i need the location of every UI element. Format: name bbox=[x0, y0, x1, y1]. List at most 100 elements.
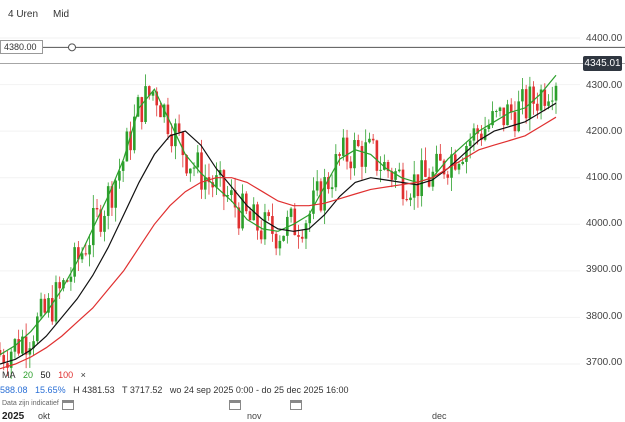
candle bbox=[491, 111, 494, 126]
stat-price: 588.08 bbox=[0, 385, 28, 395]
legend-ma20[interactable]: 20 bbox=[23, 370, 34, 380]
candle bbox=[353, 140, 356, 169]
candle bbox=[166, 104, 170, 135]
candle bbox=[323, 177, 326, 211]
candle bbox=[509, 104, 513, 113]
candle bbox=[58, 282, 62, 289]
ma-legend: MA 20 50 100 × bbox=[2, 370, 91, 380]
y-tick: 4400.00 bbox=[586, 33, 623, 44]
candle bbox=[547, 101, 550, 106]
candle bbox=[230, 190, 233, 196]
candle bbox=[342, 137, 345, 156]
candle bbox=[394, 171, 397, 180]
candle bbox=[554, 85, 558, 101]
price-line-label[interactable]: 4380.00 bbox=[0, 40, 43, 54]
candle bbox=[21, 336, 24, 354]
candle bbox=[215, 175, 218, 188]
candle bbox=[88, 245, 91, 255]
timeframe-mid[interactable]: Mid bbox=[53, 9, 70, 20]
candle bbox=[315, 181, 319, 191]
data-note: Data zijn indicatief bbox=[2, 400, 59, 407]
candle bbox=[371, 138, 375, 141]
candle bbox=[267, 212, 270, 217]
candle bbox=[9, 351, 13, 368]
ma100-line bbox=[0, 116, 557, 370]
candle bbox=[256, 204, 259, 231]
y-tick: 3900.00 bbox=[586, 264, 623, 275]
candle bbox=[465, 145, 468, 162]
candle bbox=[405, 199, 409, 201]
candle bbox=[427, 176, 431, 187]
candle bbox=[36, 316, 39, 342]
timeframe-4h[interactable]: 4 Uren bbox=[8, 9, 39, 20]
candle bbox=[334, 154, 338, 188]
candle bbox=[312, 190, 315, 214]
stat-high: H 4381.53 bbox=[73, 385, 115, 395]
candle bbox=[439, 153, 442, 161]
x-month-nov: nov bbox=[247, 411, 262, 421]
candle bbox=[2, 355, 6, 364]
close-icon[interactable]: × bbox=[80, 370, 86, 380]
price-line-handle[interactable] bbox=[68, 43, 76, 52]
ma20-line bbox=[0, 74, 557, 356]
candle bbox=[349, 161, 353, 169]
stat-change: 15.65% bbox=[35, 385, 66, 395]
candle bbox=[129, 131, 132, 151]
y-tick: 4200.00 bbox=[586, 126, 623, 137]
candle bbox=[416, 174, 420, 197]
candle bbox=[151, 91, 155, 96]
candle bbox=[103, 215, 106, 232]
candle bbox=[43, 298, 47, 313]
calendar-icon[interactable] bbox=[229, 400, 241, 410]
candle bbox=[84, 253, 88, 255]
x-axis: Data zijn indicatief 2025 okt nov dec bbox=[0, 400, 625, 422]
x-month-dec: dec bbox=[432, 411, 447, 421]
candle bbox=[226, 195, 229, 197]
candle bbox=[461, 161, 465, 164]
candle bbox=[409, 197, 412, 201]
candle bbox=[386, 162, 390, 172]
stat-low: T 3717.52 bbox=[121, 385, 163, 395]
candle bbox=[170, 134, 173, 147]
candle bbox=[528, 86, 532, 119]
candle bbox=[54, 282, 58, 322]
candle bbox=[99, 209, 103, 232]
candle bbox=[80, 253, 84, 260]
candle bbox=[118, 170, 121, 181]
candle bbox=[24, 336, 28, 355]
legend-ma100[interactable]: 100 bbox=[58, 370, 74, 380]
candle bbox=[338, 154, 341, 156]
candle bbox=[517, 101, 520, 132]
candle bbox=[532, 86, 535, 104]
legend-ma50[interactable]: 50 bbox=[40, 370, 51, 380]
stats-bar: 588.08 15.65% H 4381.53 T 3717.52 wo 24 … bbox=[0, 385, 354, 395]
candle bbox=[300, 236, 304, 239]
candle bbox=[379, 169, 382, 171]
calendar-icon[interactable] bbox=[62, 400, 74, 410]
candle bbox=[297, 235, 300, 237]
candle bbox=[144, 86, 147, 123]
price-chart[interactable] bbox=[0, 0, 625, 400]
stat-range: wo 24 sep 2025 0:00 - do 25 dec 2025 16:… bbox=[169, 385, 349, 395]
candle bbox=[327, 177, 330, 190]
candle bbox=[50, 298, 54, 322]
candle bbox=[506, 104, 509, 126]
calendar-icon[interactable] bbox=[290, 400, 302, 410]
candle bbox=[420, 160, 423, 197]
candle bbox=[293, 208, 297, 236]
candle bbox=[196, 152, 200, 168]
toolbar: 4 Uren Mid bbox=[0, 0, 625, 28]
y-tick: 4000.00 bbox=[586, 218, 623, 229]
candle bbox=[457, 163, 461, 170]
candle bbox=[73, 247, 76, 277]
candle bbox=[114, 180, 117, 208]
candle bbox=[28, 348, 32, 355]
candle bbox=[155, 91, 159, 106]
candle bbox=[498, 107, 502, 112]
candle bbox=[259, 230, 263, 240]
candle bbox=[263, 212, 267, 240]
candle bbox=[360, 146, 364, 167]
candle bbox=[6, 363, 9, 368]
candle bbox=[536, 103, 539, 111]
candle bbox=[241, 193, 244, 229]
